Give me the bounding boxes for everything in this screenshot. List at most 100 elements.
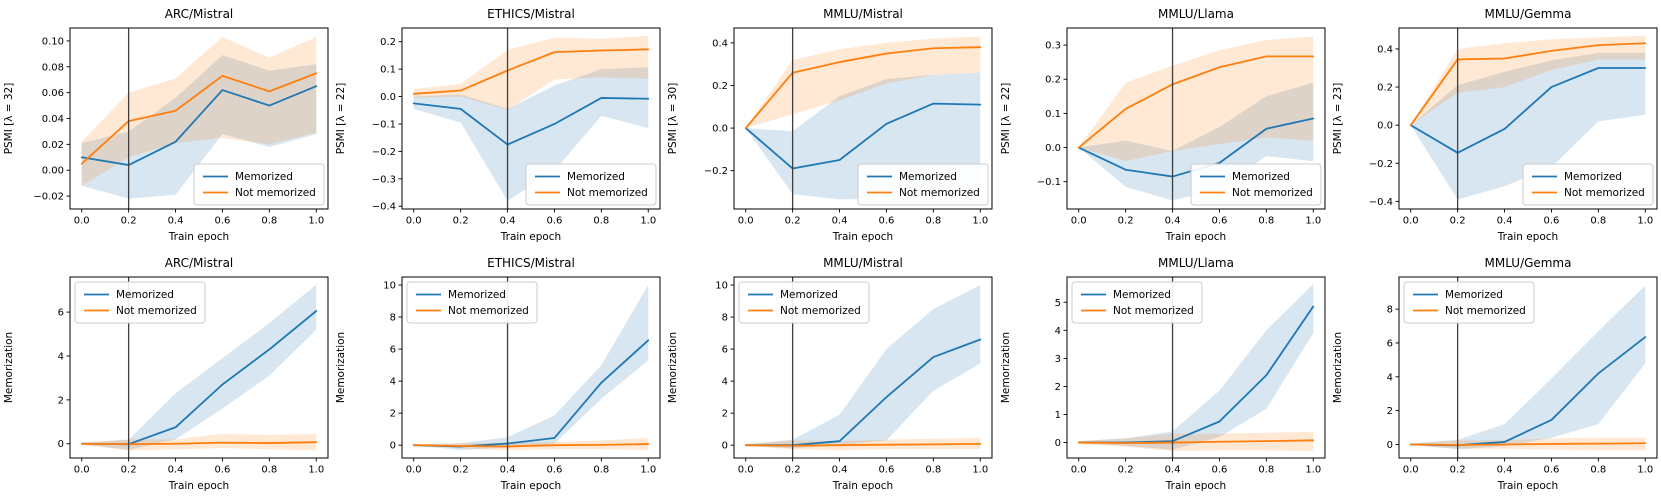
x-tick-label: 1.0 bbox=[1305, 464, 1321, 475]
x-tick-label: 1.0 bbox=[1637, 215, 1653, 226]
not-memorized-line bbox=[1077, 439, 1314, 445]
legend-box bbox=[738, 281, 870, 324]
x-tick-label: 0.6 bbox=[1543, 215, 1559, 226]
legend-box bbox=[525, 163, 657, 206]
y-tick-label: 0.1 bbox=[1045, 109, 1061, 120]
x-tick-label: 0.0 bbox=[406, 464, 422, 475]
y-tick-label: 4 bbox=[1386, 372, 1392, 383]
not-memorized-line bbox=[80, 72, 318, 165]
legend-box bbox=[1071, 281, 1203, 324]
y-tick-label: −0.4 bbox=[372, 202, 396, 213]
y-axis-label: Memorization bbox=[1332, 332, 1344, 403]
x-tick-label: 0.4 bbox=[168, 464, 184, 475]
y-tick-label: 0.2 bbox=[380, 37, 396, 48]
x-tick-label: 0.0 bbox=[1070, 215, 1086, 226]
x-tick-label: 0.4 bbox=[1496, 215, 1512, 226]
x-tick-label: 0.6 bbox=[879, 464, 895, 475]
x-axis-label: Train epoch bbox=[168, 231, 229, 243]
legend-label: Not memorized bbox=[567, 187, 648, 199]
memorized-line bbox=[745, 102, 982, 170]
not-memorized-line bbox=[1077, 55, 1314, 149]
y-tick-label: 4 bbox=[722, 377, 728, 388]
x-tick-label: 0.0 bbox=[1070, 464, 1086, 475]
x-tick-label: 1.0 bbox=[1637, 464, 1653, 475]
subplot-memorization-arc-mistral: 0.0 0.2 0.4 0.6 0.8 1.0 0 2 4 6 ARC/Mistral Train e… bbox=[0, 249, 332, 498]
x-tick-label: 0.8 bbox=[1258, 464, 1274, 475]
y-tick-label: 0 bbox=[58, 439, 64, 450]
x-tick-label: 0.8 bbox=[1590, 464, 1606, 475]
x-tick-label: 1.0 bbox=[973, 215, 989, 226]
legend-label: Not memorized bbox=[448, 305, 529, 317]
y-tick-label: 0.3 bbox=[1045, 41, 1061, 52]
x-tick-label: 0.8 bbox=[261, 464, 277, 475]
x-axis-label: Train epoch bbox=[1497, 480, 1558, 492]
y-tick-label: 0.0 bbox=[712, 124, 728, 135]
legend-box bbox=[74, 281, 206, 324]
legend-label: Memorized bbox=[116, 289, 174, 301]
legend-label: Not memorized bbox=[235, 187, 316, 199]
plot-title: MMLU/Mistral bbox=[823, 7, 903, 21]
y-axis-label: PSMI [λ = 23] bbox=[1332, 83, 1344, 155]
not-memorized-line bbox=[1409, 42, 1646, 127]
y-tick-label: −0.2 bbox=[704, 166, 728, 177]
x-tick-label: 1.0 bbox=[308, 215, 324, 226]
y-axis-label: PSMI [λ = 32] bbox=[3, 83, 15, 155]
x-tick-label: 0.2 bbox=[1449, 464, 1465, 475]
x-tick-label: 0.6 bbox=[879, 215, 895, 226]
subplot-psmi-ethics-mistral: 0.0 0.2 0.4 0.6 0.8 1.0 −0.4 −0.3 −0.2 −0.1 0.0 0.1… bbox=[332, 0, 664, 249]
not-memorized-line bbox=[413, 48, 650, 95]
axes-frame bbox=[1398, 276, 1658, 459]
y-tick-label: 3 bbox=[1054, 354, 1060, 365]
x-tick-label: 0.0 bbox=[738, 215, 754, 226]
subplot-psmi-mmlu-gemma: 0.0 0.2 0.4 0.6 0.8 1.0 −0.4 −0.2 0.0 0.2 0.4 MMLU/… bbox=[1329, 0, 1661, 249]
memorized-band bbox=[81, 284, 317, 450]
x-tick-label: 0.4 bbox=[500, 464, 516, 475]
y-tick-label: 0.06 bbox=[42, 88, 64, 99]
axes-frame bbox=[401, 276, 661, 459]
x-axis-label: Train epoch bbox=[500, 480, 561, 492]
legend-label: Memorized bbox=[1445, 289, 1503, 301]
not-memorized-line bbox=[745, 46, 982, 129]
x-tick-label: 0.2 bbox=[453, 464, 469, 475]
legend-label: Memorized bbox=[1113, 289, 1171, 301]
memorized-band bbox=[746, 285, 981, 449]
x-tick-label: 0.6 bbox=[547, 464, 563, 475]
legend-label: Memorized bbox=[448, 289, 506, 301]
x-axis-label: Train epoch bbox=[832, 480, 893, 492]
x-tick-label: 0.6 bbox=[215, 464, 231, 475]
legend-label: Not memorized bbox=[1113, 305, 1194, 317]
not-memorized-line bbox=[745, 443, 982, 447]
memorized-line bbox=[80, 85, 318, 166]
memorized-band bbox=[1410, 52, 1646, 200]
y-tick-label: 0.4 bbox=[1377, 44, 1393, 55]
y-tick-label: 1 bbox=[1054, 410, 1060, 421]
plot-canvas: 0.0 0.2 0.4 0.6 0.8 1.0 0 2 4 6 8 10 MMLU/Mistral Tra… bbox=[667, 256, 993, 492]
legend: Memorized Not memorized bbox=[738, 281, 870, 324]
psmi-row: 0.0 0.2 0.4 0.6 0.8 1.0 −0.02 0.00 0.02 0.04 0.06 0… bbox=[0, 0, 1661, 249]
memorized-line bbox=[413, 97, 650, 146]
legend-label: Memorized bbox=[780, 289, 838, 301]
y-axis-label: PSMI [λ = 30] bbox=[667, 83, 679, 155]
x-tick-label: 0.6 bbox=[1211, 464, 1227, 475]
y-tick-label: 0.08 bbox=[42, 62, 64, 73]
y-tick-label: 0.2 bbox=[1377, 83, 1393, 94]
plot-canvas: 0.0 0.2 0.4 0.6 0.8 1.0 −0.4 −0.3 −0.2 −0.1 0.0 0.1… bbox=[335, 7, 661, 243]
x-tick-label: 1.0 bbox=[641, 464, 657, 475]
y-tick-label: 0.00 bbox=[42, 166, 64, 177]
x-tick-label: 0.6 bbox=[215, 215, 231, 226]
y-tick-label: −0.1 bbox=[372, 119, 396, 130]
y-tick-label: 0.10 bbox=[42, 36, 64, 47]
y-tick-label: 0 bbox=[1386, 440, 1392, 451]
y-tick-label: 0.4 bbox=[712, 38, 728, 49]
not-memorized-line bbox=[413, 443, 650, 448]
y-tick-label: 0.2 bbox=[712, 81, 728, 92]
y-tick-label: −0.2 bbox=[372, 147, 396, 158]
x-tick-label: 0.4 bbox=[832, 215, 848, 226]
memorized-band bbox=[81, 55, 317, 199]
subplot-psmi-arc-mistral: 0.0 0.2 0.4 0.6 0.8 1.0 −0.02 0.00 0.02 0.04 0.06 0… bbox=[0, 0, 332, 249]
legend-box bbox=[1190, 163, 1322, 206]
y-axis-label: Memorization bbox=[667, 332, 679, 403]
not-memorized-line bbox=[80, 441, 318, 446]
plot-canvas: 0.0 0.2 0.4 0.6 0.8 1.0 0 2 4 6 ARC/Mistral Train e… bbox=[3, 256, 329, 492]
